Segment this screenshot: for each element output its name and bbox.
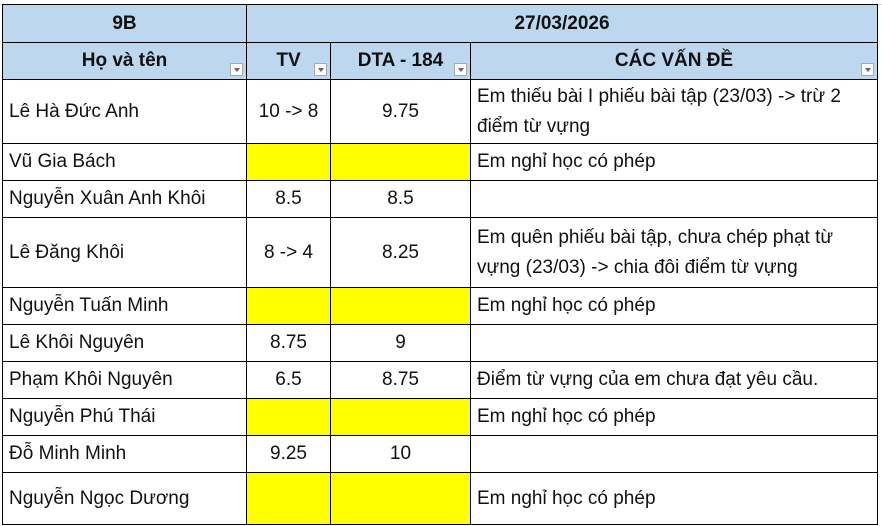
tv-score-cell[interactable]: 8 -> 4: [246, 217, 331, 288]
tv-score-cell[interactable]: 8.5: [246, 180, 331, 218]
table-row: Phạm Khôi Nguyên 6.5 8.75 Điểm từ vựng của …: [2, 361, 878, 399]
issues-cell[interactable]: Em nghỉ học có phép: [470, 398, 878, 436]
filter-dropdown-icon[interactable]: [454, 63, 467, 76]
issues-cell[interactable]: Em nghỉ học có phép: [470, 472, 878, 525]
issues-cell[interactable]: Em nghỉ học có phép: [470, 143, 878, 181]
issues-cell[interactable]: Em nghỉ học có phép: [470, 287, 878, 325]
student-name-cell[interactable]: Nguyễn Phú Thái: [2, 398, 247, 436]
issues-cell[interactable]: Em quên phiếu bài tập, chưa chép phạt từ…: [470, 217, 878, 288]
dta-score-cell[interactable]: 8.5: [330, 180, 471, 218]
column-header-issues[interactable]: CÁC VẤN ĐỀ: [470, 42, 878, 80]
dta-score-cell[interactable]: [330, 287, 471, 325]
tv-score-cell[interactable]: 9.25: [246, 435, 331, 473]
tv-score-cell[interactable]: [246, 398, 331, 436]
student-name-cell[interactable]: Nguyễn Tuấn Minh: [2, 287, 247, 325]
dta-score-cell[interactable]: 8.25: [330, 217, 471, 288]
tv-score-cell[interactable]: 6.5: [246, 361, 331, 399]
table-row: Lê Khôi Nguyên 8.75 9: [2, 324, 878, 362]
dta-score-cell[interactable]: [330, 398, 471, 436]
issues-cell[interactable]: Điểm từ vựng của em chưa đạt yêu cầu.: [470, 361, 878, 399]
class-header[interactable]: 9B: [2, 4, 247, 43]
filter-dropdown-icon[interactable]: [314, 63, 327, 76]
student-name-cell[interactable]: Phạm Khôi Nguyên: [2, 361, 247, 399]
issues-cell[interactable]: [470, 180, 878, 218]
tv-score-cell[interactable]: 8.75: [246, 324, 331, 362]
issues-cell[interactable]: [470, 435, 878, 473]
table-row: Vũ Gia Bách Em nghỉ học có phép: [2, 143, 878, 181]
student-name-cell[interactable]: Vũ Gia Bách: [2, 143, 247, 181]
student-name-cell[interactable]: Nguyễn Ngọc Dương: [2, 472, 247, 525]
column-header-dta[interactable]: DTA - 184: [330, 42, 471, 80]
dta-score-cell[interactable]: 9.75: [330, 79, 471, 144]
grade-table: 9B 27/03/2026 Họ và tên TV DTA - 184 CÁC…: [2, 4, 878, 525]
date-header[interactable]: 27/03/2026: [246, 4, 878, 43]
table-row: Đỗ Minh Minh 9.25 10: [2, 435, 878, 473]
tv-score-cell[interactable]: [246, 143, 331, 181]
dta-score-cell[interactable]: 10: [330, 435, 471, 473]
dta-score-cell[interactable]: [330, 143, 471, 181]
column-header-name[interactable]: Họ và tên: [2, 42, 247, 80]
table-row: Nguyễn Ngọc Dương Em nghỉ học có phép: [2, 472, 878, 525]
issues-cell[interactable]: [470, 324, 878, 362]
tv-score-cell[interactable]: 10 -> 8: [246, 79, 331, 144]
tv-score-cell[interactable]: [246, 472, 331, 525]
column-header-tv[interactable]: TV: [246, 42, 331, 80]
table-row: Nguyễn Tuấn Minh Em nghỉ học có phép: [2, 287, 878, 325]
table-row: Nguyễn Phú Thái Em nghỉ học có phép: [2, 398, 878, 436]
dta-score-cell[interactable]: [330, 472, 471, 525]
tv-score-cell[interactable]: [246, 287, 331, 325]
student-name-cell[interactable]: Nguyễn Xuân Anh Khôi: [2, 180, 247, 218]
table-row: Lê Đăng Khôi 8 -> 4 8.25 Em quên phiếu bài …: [2, 217, 878, 288]
table-row: Nguyễn Xuân Anh Khôi 8.5 8.5: [2, 180, 878, 218]
issues-cell[interactable]: Em thiếu bài I phiếu bài tập (23/03) -> …: [470, 79, 878, 144]
dta-score-cell[interactable]: 8.75: [330, 361, 471, 399]
table-row: Lê Hà Đức Anh 10 -> 8 9.75 Em thiếu bài I p…: [2, 79, 878, 144]
student-name-cell[interactable]: Lê Hà Đức Anh: [2, 79, 247, 144]
filter-dropdown-icon[interactable]: [861, 63, 874, 76]
filter-dropdown-icon[interactable]: [230, 63, 243, 76]
student-name-cell[interactable]: Lê Khôi Nguyên: [2, 324, 247, 362]
dta-score-cell[interactable]: 9: [330, 324, 471, 362]
student-name-cell[interactable]: Lê Đăng Khôi: [2, 217, 247, 288]
student-name-cell[interactable]: Đỗ Minh Minh: [2, 435, 247, 473]
